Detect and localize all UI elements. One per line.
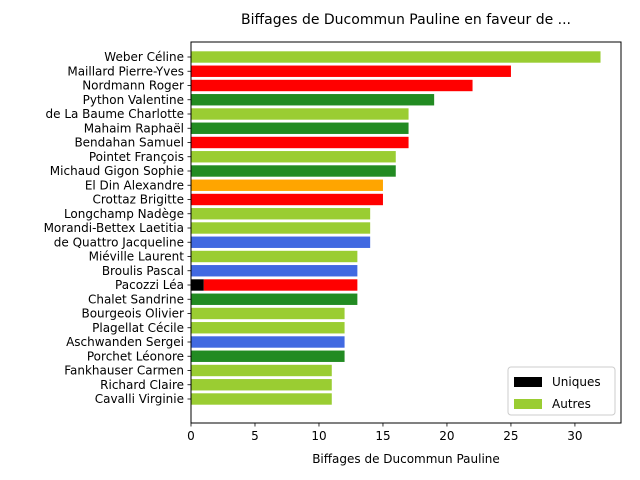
bar [191,94,435,106]
plot-frame [190,41,622,424]
y-tick-label: Michaud Gigon Sophie [50,164,184,178]
y-tick-label: El Din Alexandre [85,178,184,192]
bar [191,379,332,391]
y-tick-label: Fankhauser Carmen [64,364,184,378]
y-tick-label: Miéville Laurent [89,250,185,264]
bar [191,393,332,405]
x-tick-label: 10 [311,429,326,443]
bar [191,364,332,377]
bar [191,108,409,120]
x-tick-label: 0 [187,429,195,443]
bar [191,208,371,220]
y-tick-label: Crottaz Brigitte [92,193,184,207]
x-tick-label: 15 [375,429,390,443]
legend-swatch [514,399,542,409]
y-tick-label: Chalet Sandrine [88,292,184,306]
bar [191,79,473,92]
x-axis-label: Biffages de Ducommun Pauline [312,452,500,466]
chart-title: Biffages de Ducommun Pauline en faveur d… [241,12,571,28]
y-tick-label: Aschwanden Sergei [66,335,184,349]
y-tick-label: Weber Céline [104,50,184,64]
bar [191,165,396,177]
bar [191,307,345,320]
x-tick-label: 20 [439,429,454,443]
y-tick-label: de La Baume Charlotte [46,107,185,121]
legend-label: Uniques [552,375,601,389]
y-tick-label: Broulis Pascal [102,264,184,278]
bar [191,293,358,305]
x-ticks: 0 5 10 15 20 25 30 [187,423,583,443]
bar [191,322,345,334]
legend-swatch [514,377,542,387]
x-tick-label: 5 [251,429,259,443]
bar [191,336,345,348]
y-tick-label: Python Valentine [83,93,184,107]
bar [191,236,371,248]
bar [191,222,371,234]
bar [203,279,358,291]
bar [191,122,409,134]
bar [191,179,383,191]
bar [191,65,511,77]
legend: Uniques Autres [507,366,616,416]
y-tick-label: Mahaim Raphaël [84,121,184,135]
bars-group [191,51,601,405]
bar [191,151,396,163]
bar [191,250,358,263]
bar [191,265,358,277]
y-tick-label: Bendahan Samuel [74,136,184,150]
y-tick-label: Nordmann Roger [82,79,184,93]
x-tick-label: 30 [567,429,582,443]
bar [191,51,601,63]
bar-uniques [191,279,204,291]
y-tick-label: Bourgeois Olivier [81,307,184,321]
y-tick-label: Plagellat Cécile [92,321,184,335]
bar [191,350,345,362]
legend-label: Autres [552,397,591,411]
y-tick-label: Maillard Pierre-Yves [67,64,184,78]
y-tick-label: Richard Claire [100,378,184,392]
bar [191,136,409,149]
y-tick-label: Porchet Léonore [87,349,184,363]
y-tick-label: Pacozzi Léa [115,278,184,292]
x-tick-label: 25 [503,429,518,443]
y-tick-label: Cavalli Virginie [95,392,184,406]
y-tick-label: Morandi-Bettex Laetitia [44,221,184,235]
y-tick-label: de Quattro Jacqueline [54,235,184,249]
bar [191,193,383,206]
y-tick-label: Pointet François [89,150,184,164]
y-tick-label: Longchamp Nadège [64,207,184,221]
